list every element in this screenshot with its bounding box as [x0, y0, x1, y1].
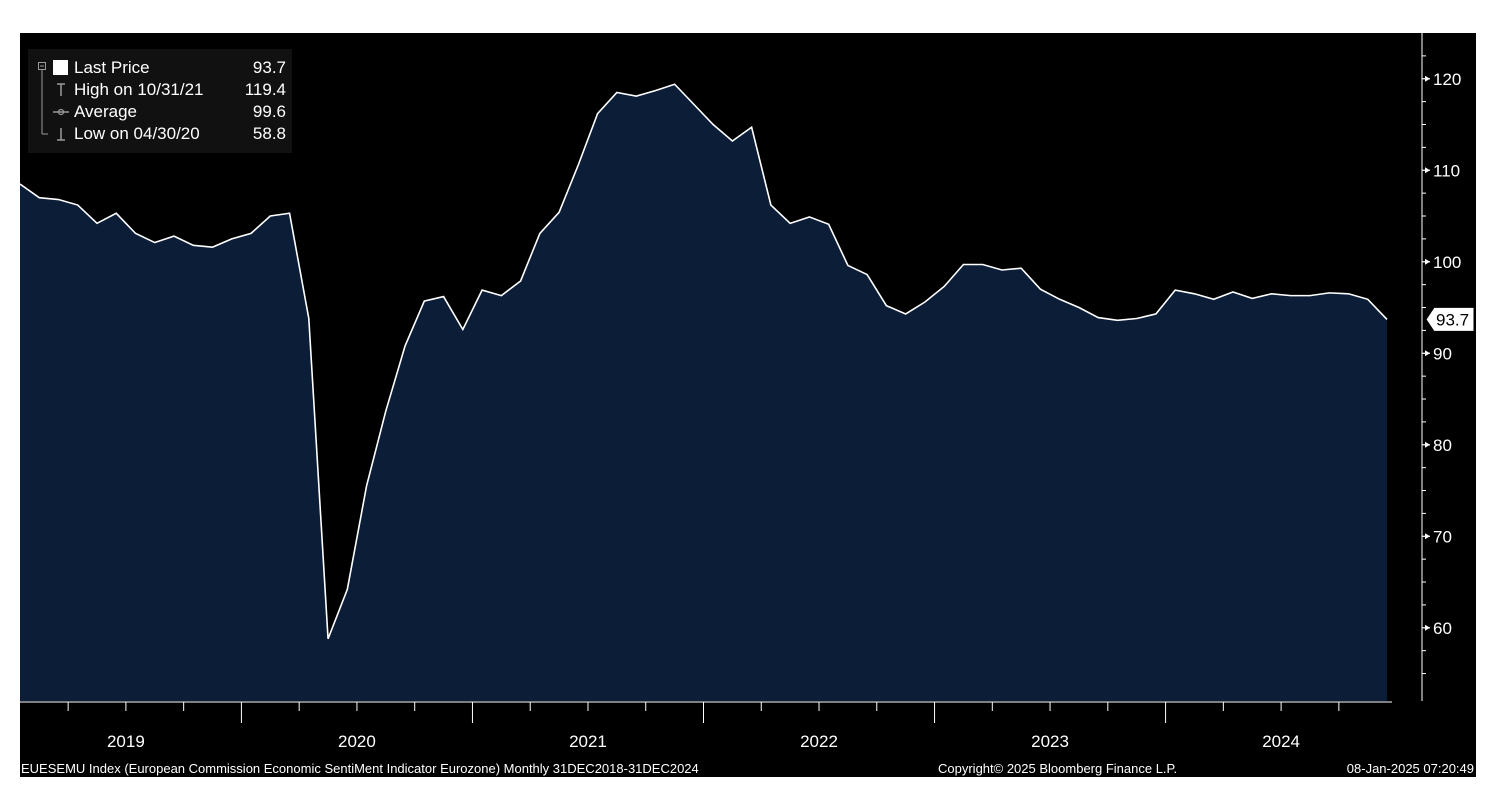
chart-frame: 60 70 80 90 100 110 120 2019 2020 2021 2022 2023 20… — [20, 33, 1476, 777]
series-line — [20, 83, 1388, 640]
y-tick-arrow — [1425, 167, 1430, 174]
y-tick-label: 60 — [1433, 619, 1452, 638]
x-year-label: 2020 — [338, 732, 376, 751]
average-marker-icon — [38, 101, 80, 123]
series-area — [20, 84, 1387, 702]
last-price-swatch-icon — [53, 60, 68, 75]
legend-value: 119.4 — [244, 80, 286, 99]
legend-label: Average — [74, 102, 138, 121]
x-year-label: 2024 — [1262, 732, 1300, 751]
y-tick-arrow — [1425, 533, 1430, 540]
legend-label: Low on 04/30/20 — [74, 124, 200, 143]
y-tick-arrow — [1425, 624, 1430, 631]
y-tick-label: 120 — [1433, 70, 1461, 89]
legend-value: 99.6 — [252, 102, 286, 121]
y-tick-label: 80 — [1433, 436, 1452, 455]
legend-item-high: High on 10/31/21 119.4 — [28, 79, 292, 101]
last-price-tag — [1425, 306, 1475, 332]
chart-legend: Last Price 93.7 High on 10/31/21 119.4 — [28, 49, 292, 153]
low-marker-icon — [38, 123, 80, 145]
y-tick-arrow — [1425, 350, 1430, 357]
y-axis: 60 70 80 90 100 110 120 — [1421, 33, 1461, 701]
y-tick-label: 70 — [1433, 527, 1452, 546]
legend-value: 58.8 — [252, 124, 286, 143]
footer-description: EUESEMU Index (European Commission Econo… — [21, 761, 699, 776]
legend-item-low: Low on 04/30/20 58.8 — [28, 123, 292, 145]
y-tick-arrow — [1425, 258, 1430, 265]
high-marker-icon — [38, 79, 80, 101]
y-tick-label: 90 — [1433, 344, 1452, 363]
y-tick-label: 110 — [1433, 161, 1460, 180]
x-axis: 2019 2020 2021 2022 2023 2024 — [20, 701, 1392, 751]
plot-area — [20, 83, 1388, 702]
x-year-label: 2023 — [1031, 732, 1069, 751]
chart-footer: EUESEMU Index (European Commission Econo… — [20, 761, 1476, 777]
x-year-label: 2022 — [800, 732, 838, 751]
x-year-label: 2021 — [569, 732, 607, 751]
y-tick-arrow — [1425, 441, 1430, 448]
legend-label: High on 10/31/21 — [74, 80, 204, 99]
y-tick-label: 100 — [1433, 253, 1461, 272]
legend-label: Last Price — [74, 58, 150, 77]
legend-item-average: Average 99.6 — [28, 101, 292, 123]
last-price-marker: 93.7 — [1425, 306, 1475, 332]
last-price-tag-label: 93.7 — [1436, 310, 1469, 329]
collapse-box-icon — [38, 57, 80, 79]
legend-item-last-price: Last Price 93.7 — [28, 57, 292, 79]
y-tick-arrow — [1425, 75, 1430, 82]
x-year-label: 2019 — [107, 732, 145, 751]
legend-value: 93.7 — [252, 58, 286, 77]
footer-copyright: Copyright© 2025 Bloomberg Finance L.P. — [938, 761, 1178, 776]
footer-timestamp: 08-Jan-2025 07:20:49 — [1346, 761, 1474, 776]
